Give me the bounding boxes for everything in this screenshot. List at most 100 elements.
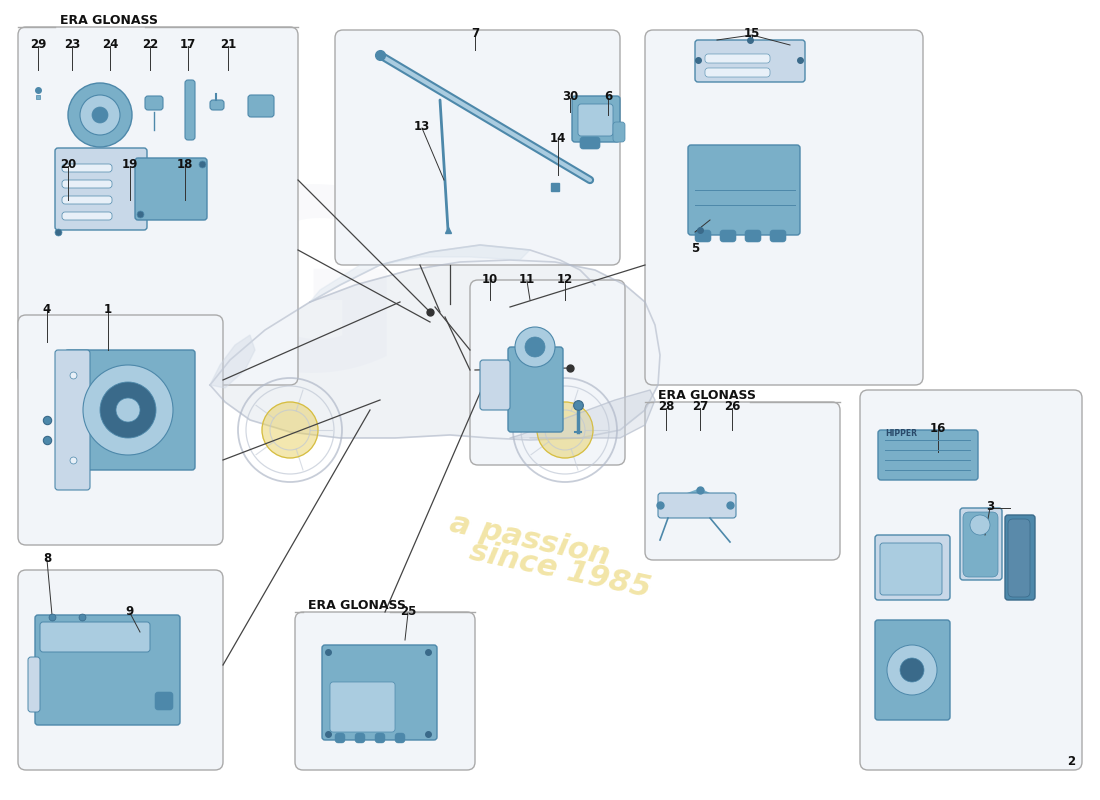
Text: 14: 14 xyxy=(550,132,566,145)
FancyBboxPatch shape xyxy=(1005,515,1035,600)
FancyBboxPatch shape xyxy=(62,196,112,204)
Circle shape xyxy=(100,382,156,438)
FancyBboxPatch shape xyxy=(395,733,405,743)
FancyBboxPatch shape xyxy=(962,512,998,577)
FancyBboxPatch shape xyxy=(62,212,112,220)
FancyBboxPatch shape xyxy=(572,96,620,142)
Text: 7: 7 xyxy=(471,27,480,40)
Circle shape xyxy=(92,107,108,123)
FancyBboxPatch shape xyxy=(874,535,950,600)
Circle shape xyxy=(116,398,140,422)
Text: since 1985: since 1985 xyxy=(466,537,653,603)
FancyBboxPatch shape xyxy=(1008,519,1030,597)
FancyBboxPatch shape xyxy=(35,615,180,725)
FancyBboxPatch shape xyxy=(65,350,195,470)
FancyBboxPatch shape xyxy=(580,137,600,149)
FancyBboxPatch shape xyxy=(210,100,224,110)
FancyBboxPatch shape xyxy=(18,27,298,385)
FancyBboxPatch shape xyxy=(480,360,510,410)
FancyBboxPatch shape xyxy=(645,30,923,385)
Text: 15: 15 xyxy=(744,27,760,40)
FancyBboxPatch shape xyxy=(695,230,711,242)
FancyBboxPatch shape xyxy=(155,692,173,710)
Text: 9: 9 xyxy=(125,605,134,618)
FancyBboxPatch shape xyxy=(18,315,223,545)
Polygon shape xyxy=(210,335,255,388)
Polygon shape xyxy=(379,245,530,265)
Text: 17: 17 xyxy=(180,38,196,51)
Text: 18: 18 xyxy=(177,158,194,171)
FancyBboxPatch shape xyxy=(720,230,736,242)
Text: 27: 27 xyxy=(692,400,708,413)
Text: ERA GLONASS: ERA GLONASS xyxy=(60,14,158,27)
Text: 24: 24 xyxy=(102,38,118,51)
FancyBboxPatch shape xyxy=(688,145,800,235)
Polygon shape xyxy=(510,390,654,438)
FancyBboxPatch shape xyxy=(18,570,223,770)
FancyBboxPatch shape xyxy=(295,612,475,770)
FancyBboxPatch shape xyxy=(705,68,770,77)
FancyBboxPatch shape xyxy=(75,149,127,164)
Text: 20: 20 xyxy=(59,158,76,171)
Circle shape xyxy=(515,327,556,367)
Text: 25: 25 xyxy=(399,605,416,618)
FancyBboxPatch shape xyxy=(770,230,786,242)
Circle shape xyxy=(537,402,593,458)
FancyBboxPatch shape xyxy=(336,30,620,265)
FancyBboxPatch shape xyxy=(508,347,563,432)
Text: 1: 1 xyxy=(103,303,112,316)
Text: a passion: a passion xyxy=(447,509,613,571)
FancyBboxPatch shape xyxy=(880,543,942,595)
FancyBboxPatch shape xyxy=(658,493,736,518)
Polygon shape xyxy=(210,260,660,440)
Text: 28: 28 xyxy=(658,400,674,413)
FancyBboxPatch shape xyxy=(322,645,437,740)
FancyBboxPatch shape xyxy=(135,158,207,220)
Text: 26: 26 xyxy=(724,400,740,413)
FancyBboxPatch shape xyxy=(695,40,805,82)
FancyBboxPatch shape xyxy=(40,622,150,652)
Text: 11: 11 xyxy=(519,273,535,286)
Text: 5: 5 xyxy=(691,242,700,255)
Circle shape xyxy=(887,645,937,695)
Text: 2: 2 xyxy=(1067,755,1075,768)
Text: 4: 4 xyxy=(43,303,51,316)
Circle shape xyxy=(80,95,120,135)
Text: 8: 8 xyxy=(43,552,51,565)
Circle shape xyxy=(970,515,990,535)
Text: 10: 10 xyxy=(482,273,498,286)
FancyBboxPatch shape xyxy=(336,733,345,743)
Text: 3: 3 xyxy=(986,500,994,513)
Circle shape xyxy=(68,83,132,147)
FancyBboxPatch shape xyxy=(375,733,385,743)
FancyBboxPatch shape xyxy=(145,96,163,110)
Text: ERA GLONASS: ERA GLONASS xyxy=(308,599,406,612)
Text: 21: 21 xyxy=(220,38,236,51)
Text: 23: 23 xyxy=(64,38,80,51)
FancyBboxPatch shape xyxy=(28,657,40,712)
FancyBboxPatch shape xyxy=(248,95,274,117)
Text: 13: 13 xyxy=(414,120,430,133)
Text: 12: 12 xyxy=(557,273,573,286)
FancyBboxPatch shape xyxy=(185,80,195,140)
FancyBboxPatch shape xyxy=(613,122,625,142)
FancyBboxPatch shape xyxy=(62,164,112,172)
Circle shape xyxy=(82,365,173,455)
FancyBboxPatch shape xyxy=(745,230,761,242)
Text: 29: 29 xyxy=(30,38,46,51)
Circle shape xyxy=(525,337,544,357)
Text: G: G xyxy=(200,179,405,421)
FancyBboxPatch shape xyxy=(960,508,1002,580)
Circle shape xyxy=(900,658,924,682)
FancyBboxPatch shape xyxy=(62,180,112,188)
FancyBboxPatch shape xyxy=(55,148,147,230)
FancyBboxPatch shape xyxy=(860,390,1082,770)
FancyBboxPatch shape xyxy=(874,620,950,720)
FancyBboxPatch shape xyxy=(470,280,625,465)
Circle shape xyxy=(262,402,318,458)
Text: 16: 16 xyxy=(930,422,946,435)
Text: 6: 6 xyxy=(604,90,612,103)
FancyBboxPatch shape xyxy=(705,54,770,63)
FancyBboxPatch shape xyxy=(355,733,365,743)
Text: HIPPER: HIPPER xyxy=(886,429,917,438)
